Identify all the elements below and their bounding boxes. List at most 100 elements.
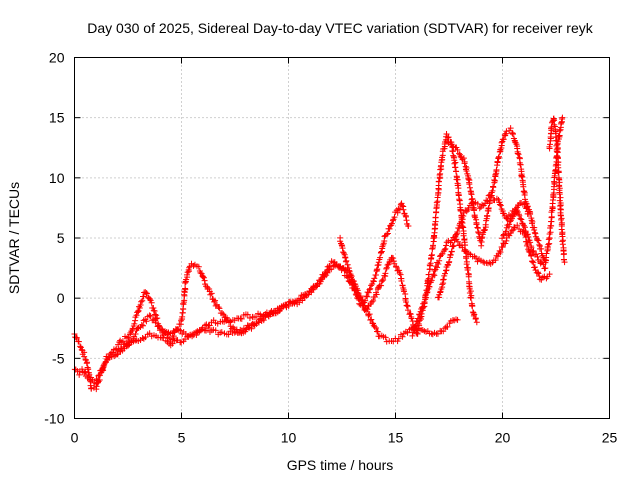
data-point bbox=[216, 305, 223, 312]
data-point bbox=[473, 254, 480, 261]
series-track-a bbox=[71, 262, 461, 393]
data-point bbox=[400, 206, 407, 213]
data-point bbox=[370, 297, 377, 304]
data-point bbox=[471, 213, 478, 220]
data-point bbox=[528, 253, 535, 260]
data-point bbox=[459, 216, 466, 223]
data-point bbox=[459, 244, 466, 251]
data-point bbox=[354, 295, 361, 302]
data-point bbox=[454, 238, 461, 245]
data-point bbox=[124, 335, 131, 342]
data-point bbox=[404, 329, 411, 336]
data-point bbox=[395, 205, 402, 212]
data-point bbox=[478, 242, 485, 249]
data-point bbox=[558, 226, 565, 233]
data-point bbox=[460, 155, 467, 162]
data-point bbox=[179, 313, 186, 320]
data-point bbox=[473, 319, 480, 326]
data-point bbox=[503, 128, 510, 135]
data-point bbox=[255, 319, 262, 326]
data-point bbox=[546, 143, 553, 150]
data-point bbox=[101, 360, 108, 367]
series-track-i bbox=[546, 115, 568, 266]
data-point bbox=[205, 325, 212, 332]
data-point bbox=[186, 264, 193, 271]
data-point bbox=[461, 158, 468, 165]
data-point bbox=[509, 131, 516, 138]
data-point bbox=[81, 369, 88, 376]
data-point bbox=[184, 333, 191, 340]
data-point bbox=[393, 264, 400, 271]
data-point bbox=[212, 302, 219, 309]
data-point bbox=[79, 366, 86, 373]
data-point bbox=[102, 359, 109, 366]
data-point bbox=[82, 368, 89, 375]
data-point bbox=[183, 271, 190, 278]
data-point bbox=[347, 274, 354, 281]
data-point bbox=[554, 141, 561, 148]
data-point bbox=[514, 150, 521, 157]
data-point bbox=[242, 328, 249, 335]
data-point bbox=[485, 204, 492, 211]
data-point bbox=[360, 302, 367, 309]
data-point bbox=[399, 333, 406, 340]
data-point bbox=[404, 302, 411, 309]
data-point bbox=[454, 146, 461, 153]
data-point bbox=[423, 294, 430, 301]
data-point bbox=[495, 196, 502, 203]
data-point bbox=[383, 338, 390, 345]
data-point bbox=[468, 191, 475, 198]
data-point bbox=[119, 338, 126, 345]
data-point bbox=[411, 327, 418, 334]
data-point bbox=[409, 332, 416, 339]
data-point bbox=[555, 169, 562, 176]
data-point bbox=[444, 134, 451, 141]
data-point bbox=[415, 315, 422, 322]
data-point bbox=[429, 251, 436, 258]
data-point bbox=[517, 215, 524, 222]
data-point bbox=[528, 244, 535, 251]
data-point bbox=[88, 385, 95, 392]
data-point bbox=[220, 311, 227, 318]
data-point bbox=[158, 326, 165, 333]
data-point bbox=[151, 308, 158, 315]
data-point bbox=[324, 267, 331, 274]
data-point bbox=[375, 259, 382, 266]
data-point bbox=[133, 312, 140, 319]
x-tick-label: 15 bbox=[388, 430, 404, 446]
data-point bbox=[465, 273, 472, 280]
data-point bbox=[342, 254, 349, 261]
data-point bbox=[146, 295, 153, 302]
data-point bbox=[442, 245, 449, 252]
series-track-c bbox=[114, 200, 412, 358]
x-tick-label: 20 bbox=[495, 430, 511, 446]
data-point bbox=[146, 312, 153, 319]
x-tick-label: 25 bbox=[602, 430, 618, 446]
data-point bbox=[497, 202, 504, 209]
y-tick-label: -5 bbox=[52, 350, 65, 366]
data-point bbox=[114, 351, 121, 358]
data-point bbox=[95, 372, 102, 379]
data-point bbox=[405, 307, 412, 314]
data-point bbox=[481, 226, 488, 233]
data-point bbox=[432, 214, 439, 221]
data-point bbox=[405, 222, 412, 229]
data-point bbox=[531, 226, 538, 233]
data-point bbox=[124, 342, 131, 349]
data-point bbox=[299, 297, 306, 304]
data-point bbox=[152, 311, 159, 318]
data-point bbox=[368, 316, 375, 323]
data-point bbox=[244, 311, 251, 318]
data-point bbox=[496, 201, 503, 208]
data-point bbox=[378, 249, 385, 256]
series-track-e bbox=[409, 222, 553, 339]
data-point bbox=[126, 331, 133, 338]
data-point bbox=[238, 315, 245, 322]
data-point bbox=[140, 322, 147, 329]
data-point bbox=[427, 262, 434, 269]
data-point bbox=[521, 201, 528, 208]
data-point bbox=[446, 258, 453, 265]
data-point bbox=[152, 319, 159, 326]
data-point bbox=[557, 194, 564, 201]
data-point bbox=[475, 228, 482, 235]
